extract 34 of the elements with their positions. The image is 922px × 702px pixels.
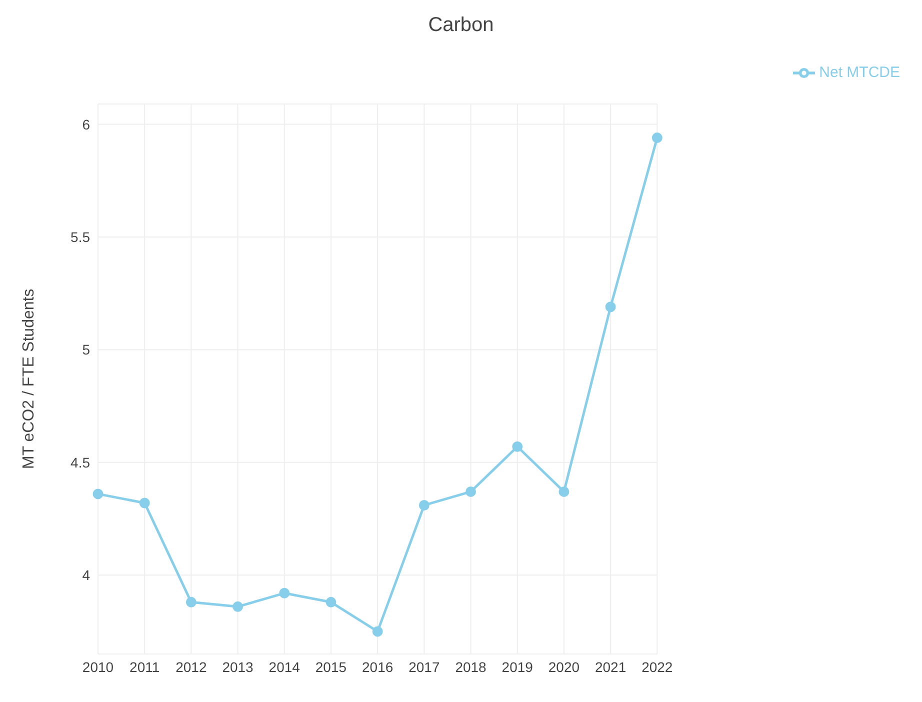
x-tick-label: 2022 [642, 658, 673, 675]
x-tick-label: 2018 [455, 658, 487, 675]
x-tick-label: 2013 [222, 658, 254, 675]
point [372, 626, 383, 637]
x-tick-label: 2011 [130, 658, 160, 675]
x-tick-label: 2021 [594, 658, 626, 675]
point [186, 596, 196, 608]
x-tick-label: 2019 [502, 658, 534, 675]
x-tick-label: 2017 [408, 658, 440, 675]
point [92, 488, 104, 500]
y-tick-label: 5 [82, 342, 90, 358]
y-axis-title: MT eCO2 / FTE Students [20, 288, 38, 469]
x-tick-label: 2010 [82, 658, 114, 675]
y-tick-label: 6 [82, 116, 90, 132]
x-tick-label: 2015 [315, 658, 347, 675]
x-tick-label: 2012 [176, 658, 207, 675]
x-tick-label: 2016 [362, 658, 394, 675]
point [512, 441, 523, 452]
legend-label: Net MTCDE [819, 64, 900, 81]
point [605, 302, 616, 312]
y-tick-label: 4 [82, 567, 90, 584]
y-tick-label: 5.5 [70, 228, 90, 245]
point [279, 588, 290, 598]
point [232, 601, 244, 612]
x-tick-label: 2014 [268, 658, 300, 675]
point [326, 596, 336, 608]
point [466, 486, 476, 497]
chart-title: Carbon [427, 13, 495, 38]
point [139, 498, 150, 508]
point [418, 500, 430, 510]
x-tick-label: 2020 [548, 658, 580, 675]
point [652, 132, 662, 144]
y-tick-label: 4.5 [70, 454, 90, 470]
point [558, 486, 570, 497]
